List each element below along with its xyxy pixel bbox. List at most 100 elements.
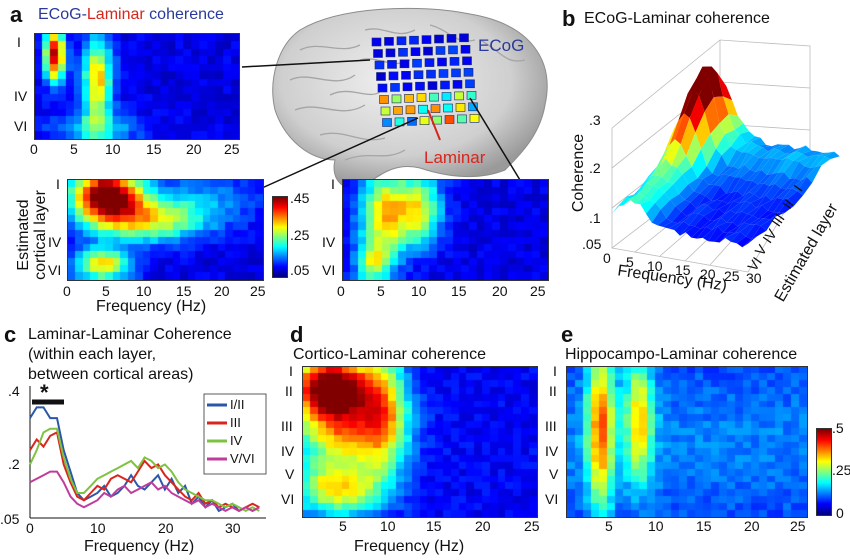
panel-a-title-ecog: ECoG- <box>38 6 87 23</box>
surface-b-facet <box>677 155 692 175</box>
ecog-electrode <box>412 58 422 68</box>
surface-b-facet <box>742 180 758 196</box>
surface-b-facet <box>701 199 717 205</box>
surface-b-facet <box>677 213 693 224</box>
surface-b-facet <box>647 175 663 186</box>
ecog-electrode <box>443 103 453 113</box>
ecog-electrode <box>409 35 419 45</box>
c-y-tick-0: .4 <box>8 383 20 399</box>
surface-b-facet <box>751 137 767 146</box>
surface-b-facet <box>697 226 712 239</box>
surface-b-facet <box>690 193 706 209</box>
heatmap-a-mid <box>67 179 264 281</box>
panel-b-title: ECoG-Laminar coherence <box>584 10 770 27</box>
b-x-tick-30: 30 <box>746 270 762 286</box>
surface-b-facet <box>670 194 685 207</box>
c-series-line-0 <box>29 406 260 513</box>
cb-a-tick-max: .45 <box>290 190 310 206</box>
surface-b-facet <box>728 222 744 234</box>
b-x-tick-25: 25 <box>724 268 740 284</box>
ecog-electrode <box>405 105 416 115</box>
a-right-x-10: 10 <box>411 283 427 299</box>
panel-a-title-rest: coherence <box>144 6 224 23</box>
surface-b-facet <box>791 145 806 154</box>
surface-b-facet <box>694 215 710 229</box>
surface-b-facet <box>719 114 735 134</box>
surface-b-facet <box>643 185 659 201</box>
a-mid-row-IV: IV <box>48 234 62 250</box>
surface-b-facet <box>663 221 678 229</box>
brain-label-ecog: ECoG <box>478 36 525 55</box>
surface-b-facet <box>687 204 702 217</box>
b-x-tick-10: 10 <box>647 258 663 274</box>
surface-b-facet <box>766 159 782 175</box>
surface-b-facet <box>763 172 779 186</box>
surface-b-facet <box>736 141 752 153</box>
ecog-electrode <box>382 118 392 127</box>
surface-b-facet <box>729 164 745 178</box>
d-row-I: I <box>289 363 293 379</box>
ecog-electrode <box>373 49 383 58</box>
surface-b-facet <box>656 158 672 177</box>
surface-b-facet <box>738 214 753 227</box>
a-mid-row-I: I <box>56 176 60 192</box>
panel-e-letter: e <box>561 322 574 347</box>
ecog-electrode <box>380 106 391 116</box>
surface-b-facet <box>669 113 685 146</box>
surface-b-facet <box>819 151 835 157</box>
surface-b-facet <box>678 90 694 121</box>
surface-b-facet <box>648 154 664 176</box>
panel-b-letter: b <box>562 6 576 31</box>
surface-b-facet <box>691 71 706 96</box>
surface-b-facet <box>704 97 720 134</box>
surface-b-facet <box>789 161 805 179</box>
surface-b-facet <box>739 192 755 204</box>
ecog-electrode <box>402 82 413 92</box>
surface-b-facet <box>825 151 840 159</box>
colorbar-a <box>272 196 288 278</box>
surface-b-facet <box>795 166 811 181</box>
surface-b-facet <box>813 152 829 156</box>
surface-b-facet <box>723 96 738 116</box>
surface-b-facet <box>754 183 770 199</box>
panel-d-title: Cortico-Laminar coherence <box>293 346 486 363</box>
surface-b-facet <box>768 144 784 152</box>
surface-b-facet <box>693 66 709 96</box>
surface-b-facet <box>779 144 795 154</box>
cb-e-tick-mid: .25 <box>832 462 850 478</box>
ecog-electrode <box>460 44 471 54</box>
ecog-electrode <box>432 115 442 125</box>
ecog-electrode <box>377 83 388 93</box>
ecog-electrode <box>407 117 417 126</box>
a-top-row-I: I <box>17 34 21 50</box>
surface-b-mesh <box>612 66 840 248</box>
heatmap-e <box>566 366 808 518</box>
surface-b-facet <box>621 194 636 204</box>
surface-b-facet <box>731 231 746 244</box>
surface-b-facet <box>679 184 695 200</box>
ecog-electrode <box>388 71 399 81</box>
ecog-electrode <box>462 56 472 66</box>
surface-b-facet <box>646 202 661 223</box>
surface-b-facet <box>721 146 737 167</box>
surface-b-facet <box>681 77 697 118</box>
ecog-electrode <box>385 48 396 58</box>
surface-b-facet <box>691 226 707 239</box>
panel-a-title-laminar: Laminar <box>86 6 145 23</box>
surface-b-facet <box>725 177 741 194</box>
ecog-electrode <box>448 45 458 55</box>
surface-b-facet <box>787 151 803 161</box>
ecog-electrode <box>437 57 447 67</box>
surface-b-facet <box>804 155 820 169</box>
surface-b-facet <box>762 144 778 152</box>
e-row-II: II <box>549 383 557 399</box>
a-mid-x-25: 25 <box>250 283 266 299</box>
surface-b-facet <box>684 191 700 203</box>
surface-b-facet <box>756 195 772 208</box>
heatmap-a-top <box>34 33 240 140</box>
colorbar-e <box>816 428 832 516</box>
ecog-electrode <box>390 83 400 92</box>
surface-b-facet <box>715 210 731 221</box>
surface-b-facet <box>710 123 726 149</box>
surface-b-facet <box>772 157 788 174</box>
